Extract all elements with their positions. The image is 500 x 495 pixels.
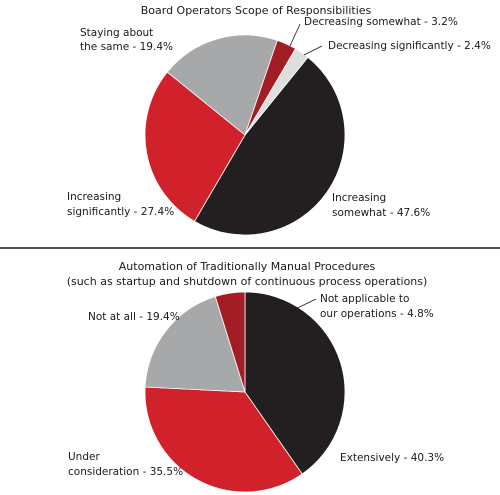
chart1-label-staying-2: the same - 19.4%: [80, 41, 173, 53]
chart2-label-extensively: Extensively - 40.3%: [340, 452, 444, 464]
chart2-label-not-at-all: Not at all - 19.4%: [88, 311, 180, 323]
chart2-label-under-1: Under: [68, 451, 100, 463]
chart1-label-dec-significantly: Decreasing significantly - 2.4%: [328, 40, 491, 52]
chart2-title: Automation of Traditionally Manual Proce…: [119, 260, 376, 273]
chart2-label-under-2: consideration - 35.5%: [68, 466, 183, 478]
chart2-label-na-1: Not applicable to: [320, 293, 409, 305]
chart1-label-staying-1: Staying about: [80, 27, 153, 39]
chart2-slice-not-at-all: [144, 296, 246, 393]
chart2-subtitle: (such as startup and shutdown of continu…: [67, 275, 428, 288]
chart1-title: Board Operators Scope of Responsibilitie…: [141, 4, 372, 17]
chart1-slice-decreasing-significantly: [244, 48, 309, 136]
chart2-slice-under-consideration: [144, 386, 303, 493]
chart1-leader-dec-significantly: [303, 45, 323, 56]
chart1-pie: [144, 34, 346, 236]
chart2-slice-not-applicable-to-our-operations: [214, 291, 246, 393]
chart2-label-na-2: our operations - 4.8%: [320, 308, 434, 320]
chart1-label-inc-somewhat-2: somewhat - 47.6%: [332, 207, 430, 219]
chart1-slice-increasing-significantly: [144, 71, 246, 222]
chart1-label-inc-somewhat-1: Increasing: [332, 192, 386, 204]
chart1-label-dec-somewhat: Decreasing somewhat - 3.2%: [304, 16, 458, 28]
chart1-leader-dec-somewhat: [289, 23, 301, 47]
chart1-slice-increasing-somewhat: [193, 56, 346, 236]
chart1-slice-staying-about-the-same: [166, 34, 278, 136]
chart2-slice-extensively: [244, 291, 346, 475]
chart2-leader-not-applicable: [284, 298, 317, 315]
chart2-pie: [144, 291, 346, 493]
chart1-label-inc-significantly-2: significantly - 27.4%: [67, 206, 174, 218]
chart1-label-inc-significantly-1: Increasing: [67, 191, 121, 203]
